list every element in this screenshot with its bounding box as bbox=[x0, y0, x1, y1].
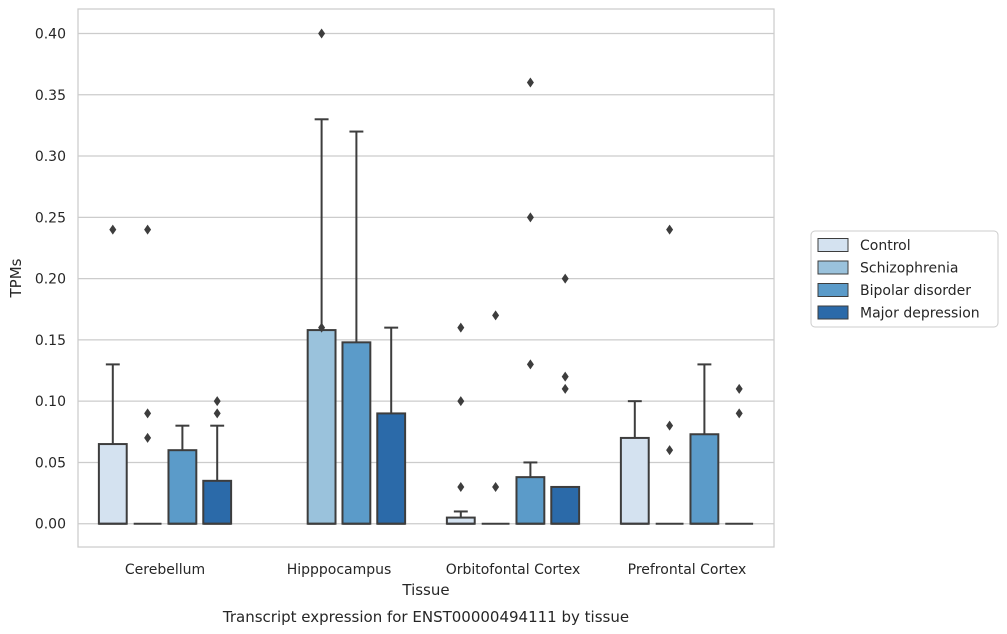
outlier-point bbox=[457, 481, 465, 492]
outlier-point bbox=[213, 408, 221, 419]
x-tick-label: Cerebellum bbox=[125, 562, 205, 578]
y-tick-label: 0.15 bbox=[35, 333, 66, 349]
box bbox=[341, 341, 372, 525]
box bbox=[376, 412, 407, 525]
plot-frame bbox=[77, 8, 775, 548]
y-tick-label: 0.40 bbox=[35, 27, 66, 43]
outlier-point bbox=[561, 383, 569, 394]
plot-marks bbox=[97, 28, 754, 525]
outlier-point bbox=[109, 224, 117, 235]
outlier-point bbox=[526, 212, 534, 223]
box bbox=[97, 443, 128, 525]
outlier-point bbox=[144, 408, 152, 419]
box bbox=[167, 449, 198, 525]
outlier-point bbox=[492, 481, 500, 492]
outlier-point bbox=[735, 383, 743, 394]
outlier-point bbox=[318, 28, 326, 39]
x-tick-label: Orbitofontal Cortex bbox=[446, 562, 581, 578]
outlier-point bbox=[492, 310, 500, 321]
outlier-point bbox=[457, 322, 465, 333]
box bbox=[515, 476, 546, 525]
x-axis-ticks: Cerebellum Hipppocampus Orbitofontal Corte… bbox=[125, 562, 746, 578]
outlier-point bbox=[561, 273, 569, 284]
box bbox=[689, 433, 720, 525]
outlier-point bbox=[144, 224, 152, 235]
x-tick-label: Prefrontal Cortex bbox=[628, 562, 747, 578]
box bbox=[306, 329, 337, 525]
legend-box bbox=[810, 230, 999, 328]
legend-swatch bbox=[817, 260, 849, 275]
box bbox=[619, 436, 650, 525]
y-tick-label: 0.25 bbox=[35, 210, 66, 226]
y-tick-label: 0.30 bbox=[35, 149, 66, 165]
y-tick-label: 0.35 bbox=[35, 88, 66, 104]
y-axis-ticks: 0.00 0.05 0.10 0.15 0.20 0.25 0.30 0.35 0.40 bbox=[35, 27, 66, 533]
x-tick-label: Hipppocampus bbox=[287, 562, 392, 578]
outlier-point bbox=[526, 359, 534, 370]
legend-swatch bbox=[817, 283, 849, 297]
outlier-point bbox=[144, 432, 152, 443]
legend-swatch bbox=[817, 238, 849, 252]
legend: Control Schizophrenia Bipolar disorder Majo… bbox=[810, 230, 999, 328]
y-axis-title: TPMs bbox=[7, 258, 25, 298]
legend-label: Schizophrenia bbox=[860, 261, 958, 277]
box bbox=[550, 485, 581, 525]
legend-label: Major depression bbox=[860, 306, 980, 322]
outlier-point bbox=[318, 322, 326, 333]
legend-label: Control bbox=[860, 238, 911, 254]
chart-caption: Transcript expression for ENST0000049411… bbox=[222, 608, 629, 626]
outlier-point bbox=[561, 371, 569, 382]
outlier-point bbox=[213, 396, 221, 407]
y-tick-label: 0.05 bbox=[35, 455, 66, 471]
outlier-point bbox=[735, 408, 743, 419]
y-tick-label: 0.10 bbox=[35, 394, 66, 410]
legend-swatch bbox=[817, 305, 849, 320]
box bbox=[202, 479, 233, 525]
y-tick-label: 0.20 bbox=[35, 272, 66, 288]
y-tick-label: 0.00 bbox=[35, 517, 66, 533]
outlier-point bbox=[457, 396, 465, 407]
outlier-point bbox=[666, 420, 674, 431]
outlier-point bbox=[526, 77, 534, 88]
outlier-point bbox=[666, 224, 674, 235]
legend-label: Bipolar disorder bbox=[860, 283, 971, 299]
x-axis-title: Tissue bbox=[401, 581, 449, 599]
outlier-point bbox=[666, 445, 674, 456]
